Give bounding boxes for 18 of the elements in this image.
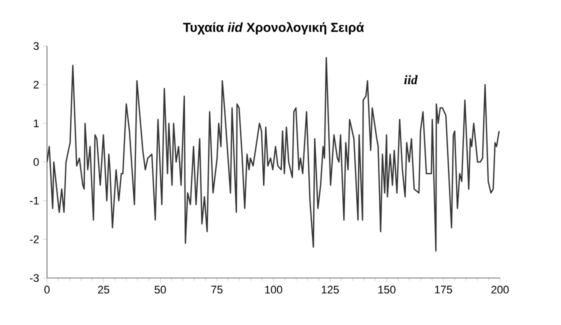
y-tick-label: 2 xyxy=(34,80,39,88)
y-tick-label: -1 xyxy=(30,196,39,204)
x-tick-label: 25 xyxy=(98,286,110,294)
y-tick-label: 1 xyxy=(34,120,39,128)
x-tick-label: 75 xyxy=(211,286,222,294)
x-tick-label: 50 xyxy=(154,286,166,294)
x-tick-label: 125 xyxy=(322,286,339,294)
x-tick-label: 100 xyxy=(265,286,282,294)
x-tick-label: 175 xyxy=(435,286,452,294)
x-tick-label: 200 xyxy=(491,286,509,294)
y-tick-label: 3 xyxy=(34,42,39,50)
y-tick-label: -3 xyxy=(30,274,39,282)
x-tick-label: 0 xyxy=(44,286,50,294)
x-tick-label: 150 xyxy=(378,286,396,294)
text: iid xyxy=(404,75,418,84)
chart-title: Τυχαία iid Χρονολογική Σειρά xyxy=(183,22,364,35)
y-tick-label: -2 xyxy=(30,236,39,244)
y-tick-label: 0 xyxy=(34,158,39,166)
